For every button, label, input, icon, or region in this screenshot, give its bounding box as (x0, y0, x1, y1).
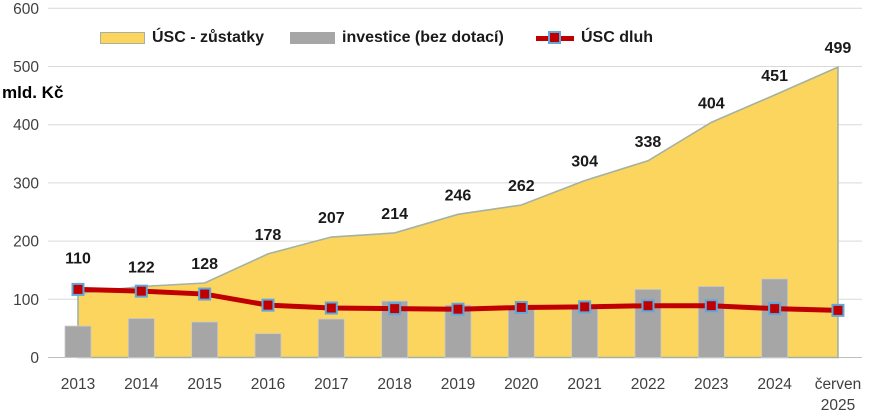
y-tick-label: 200 (13, 234, 39, 251)
x-tick-label: 2016 (251, 376, 285, 393)
x-tick-label: 2014 (124, 376, 159, 393)
x-tick-label: 2019 (441, 376, 475, 393)
y-tick-label: 100 (13, 292, 39, 309)
area-data-label: 122 (128, 259, 155, 276)
area-data-label: 499 (825, 40, 852, 57)
legend-item-zustatky: ÚSC - zůstatky (100, 26, 264, 50)
data-labels: 110 122 128 178 207 214 246 262 304 338 404 451 499 (65, 40, 851, 276)
bar-swatch-icon (290, 32, 335, 44)
x-tick-label: 2015 (187, 376, 221, 393)
y-tick-label: 500 (13, 59, 39, 76)
area-data-label: 128 (191, 256, 218, 273)
y-tick-label: 400 (13, 117, 39, 134)
line-markers (71, 282, 845, 317)
y-axis-tick-labels: 0 100 200 300 400 500 600 (13, 1, 39, 367)
legend-label-dluh: ÚSC dluh (581, 29, 653, 46)
legend-label-zustatky: ÚSC - zůstatky (152, 29, 265, 46)
x-tick-label: 2020 (504, 376, 539, 393)
bar-series (64, 278, 789, 358)
area-data-label: 246 (445, 187, 472, 204)
area-data-label: 338 (635, 134, 662, 151)
area-series (77, 65, 839, 359)
area-swatch-icon (100, 32, 145, 44)
y-tick-label: 0 (30, 350, 39, 367)
legend-item-dluh: ÚSC dluh (536, 26, 653, 50)
area-data-label: 207 (318, 210, 345, 227)
y-tick-label: 600 (13, 1, 39, 18)
x-tick-label: 2018 (377, 376, 411, 393)
area-data-label: 451 (761, 68, 788, 85)
legend: ÚSC - zůstatky investice (bez dotací) ÚS… (0, 26, 870, 50)
area-data-label: 304 (571, 154, 598, 171)
area-data-label: 404 (698, 95, 725, 112)
x-axis-tick-labels: 2013 2014 2015 2016 2017 2018 2019 2020 2021 2022… (61, 376, 861, 414)
x-tick-label: 2021 (567, 376, 601, 393)
area-data-label: 110 (65, 250, 91, 267)
x-tick-label: 2022 (631, 376, 665, 393)
x-tick-label: 2023 (694, 376, 728, 393)
y-axis-unit-label: mld. Kč (2, 83, 64, 102)
x-tick-label: červen 2025 (815, 376, 862, 414)
legend-item-investice: investice (bez dotací) (290, 26, 504, 50)
x-tick-label: 2013 (61, 376, 95, 393)
x-tick-label: 2017 (314, 376, 348, 393)
area-data-label: 214 (381, 206, 408, 223)
area-data-label: 262 (508, 178, 535, 195)
area-data-label: 178 (255, 227, 282, 244)
x-tick-label: 2024 (757, 376, 792, 393)
line-marker-swatch-icon (536, 30, 574, 46)
y-tick-label: 300 (13, 175, 39, 192)
legend-label-investice: investice (bez dotací) (342, 29, 504, 46)
